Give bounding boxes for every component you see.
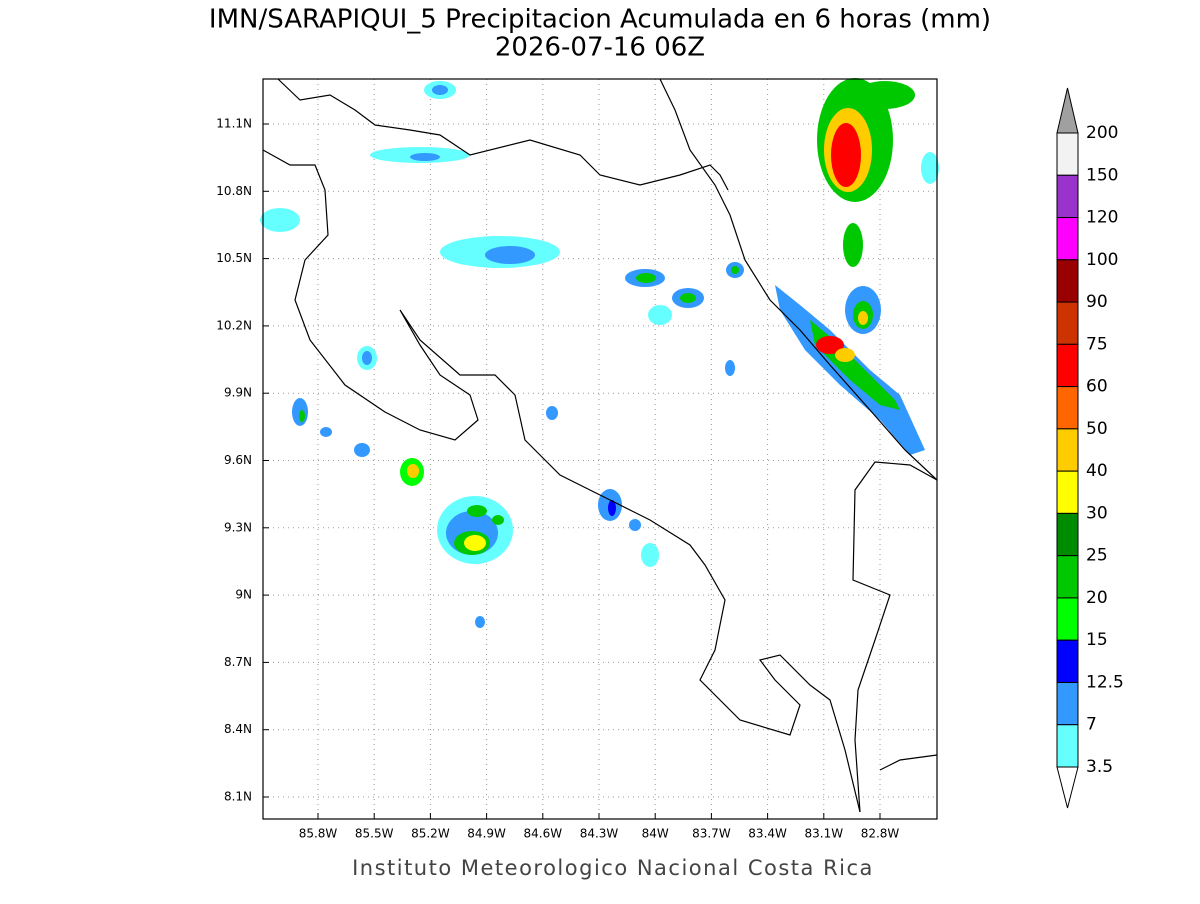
lat-tick-label: 9N (235, 588, 252, 602)
colorbar-label: 90 (1086, 292, 1108, 312)
colorbar-segment (1056, 428, 1079, 472)
lon-tick-label: 83.7W (692, 827, 731, 841)
colorbar-segment (1056, 555, 1079, 599)
subtitle: 2026-07-16 06Z (495, 33, 705, 63)
lon-tick-label: 83.4W (748, 827, 787, 841)
colorbar-label: 75 (1086, 334, 1108, 354)
lon-tick-label: 84.6W (524, 827, 563, 841)
lat-tick-label: 11.1N (216, 117, 252, 131)
map-area (260, 78, 939, 820)
colorbar-segment (1056, 512, 1079, 557)
colorbar-label: 60 (1086, 377, 1108, 397)
axis-labels: 85.8W 85.5W 85.2W 84.9W 84.6W 84.3W 84W 83.7W 83… (216, 117, 899, 841)
colorbar-segment (1056, 174, 1079, 219)
lat-tick-label: 8.4N (224, 722, 252, 736)
grid (263, 79, 937, 819)
footer: Instituto Meteorologico Nacional Costa R… (352, 856, 874, 880)
colorbar-over (1056, 87, 1079, 134)
lat-tick-label: 10.8N (216, 184, 252, 198)
colorbar-segment (1056, 343, 1079, 388)
colorbar: 200 150 120 100 90 75 60 50 40 30 25 20 15 12.5 7 3.5 (1056, 87, 1124, 809)
colorbar-label: 20 (1086, 588, 1108, 608)
colorbar-label: 150 (1086, 165, 1118, 185)
title: IMN/SARAPIQUI_5 Precipitacion Acumulada … (209, 5, 991, 35)
colorbar-segment (1056, 681, 1079, 726)
colorbar-segment (1056, 639, 1079, 683)
colorbar-under (1056, 766, 1079, 809)
lat-tick-label: 10.2N (216, 318, 252, 332)
colorbar-label: 50 (1086, 419, 1108, 439)
colorbar-segment (1056, 217, 1079, 261)
lat-tick-label: 9.6N (224, 453, 252, 467)
colorbar-segment (1056, 597, 1079, 641)
colorbar-segment (1056, 470, 1079, 514)
lon-tick-label: 82.8W (861, 827, 900, 841)
colorbar-segment (1056, 132, 1079, 176)
lat-tick-label: 10.5N (216, 251, 252, 265)
colorbar-label: 25 (1086, 546, 1108, 566)
precipitation (260, 78, 939, 628)
plot-frame (262, 78, 938, 820)
lat-tick-label: 8.7N (224, 655, 252, 669)
colorbar-label: 7 (1086, 715, 1097, 735)
colorbar-segment (1056, 259, 1079, 303)
colorbar-segment (1056, 386, 1079, 430)
colorbar-label: 3.5 (1086, 757, 1113, 777)
lon-tick-label: 84W (642, 827, 669, 841)
lon-tick-label: 84.3W (580, 827, 619, 841)
colorbar-label: 30 (1086, 503, 1108, 523)
colorbar-label: 15 (1086, 630, 1108, 650)
lon-tick-label: 83.1W (805, 827, 844, 841)
colorbar-label: 100 (1086, 250, 1118, 270)
colorbar-label: 40 (1086, 461, 1108, 481)
colorbar-segment (1056, 724, 1079, 768)
lon-tick-label: 85.2W (411, 827, 450, 841)
lat-tick-label: 9.9N (224, 386, 252, 400)
lat-tick-label: 8.1N (224, 790, 252, 804)
lon-tick-label: 84.9W (467, 827, 506, 841)
colorbar-label: 200 (1086, 123, 1118, 143)
colorbar-label: 12.5 (1086, 672, 1124, 692)
lon-tick-label: 85.5W (355, 827, 394, 841)
colorbar-segment (1056, 301, 1079, 345)
lat-tick-label: 9.3N (224, 520, 252, 534)
lon-tick-label: 85.8W (299, 827, 338, 841)
coastlines (262, 78, 938, 813)
colorbar-label: 120 (1086, 208, 1118, 228)
